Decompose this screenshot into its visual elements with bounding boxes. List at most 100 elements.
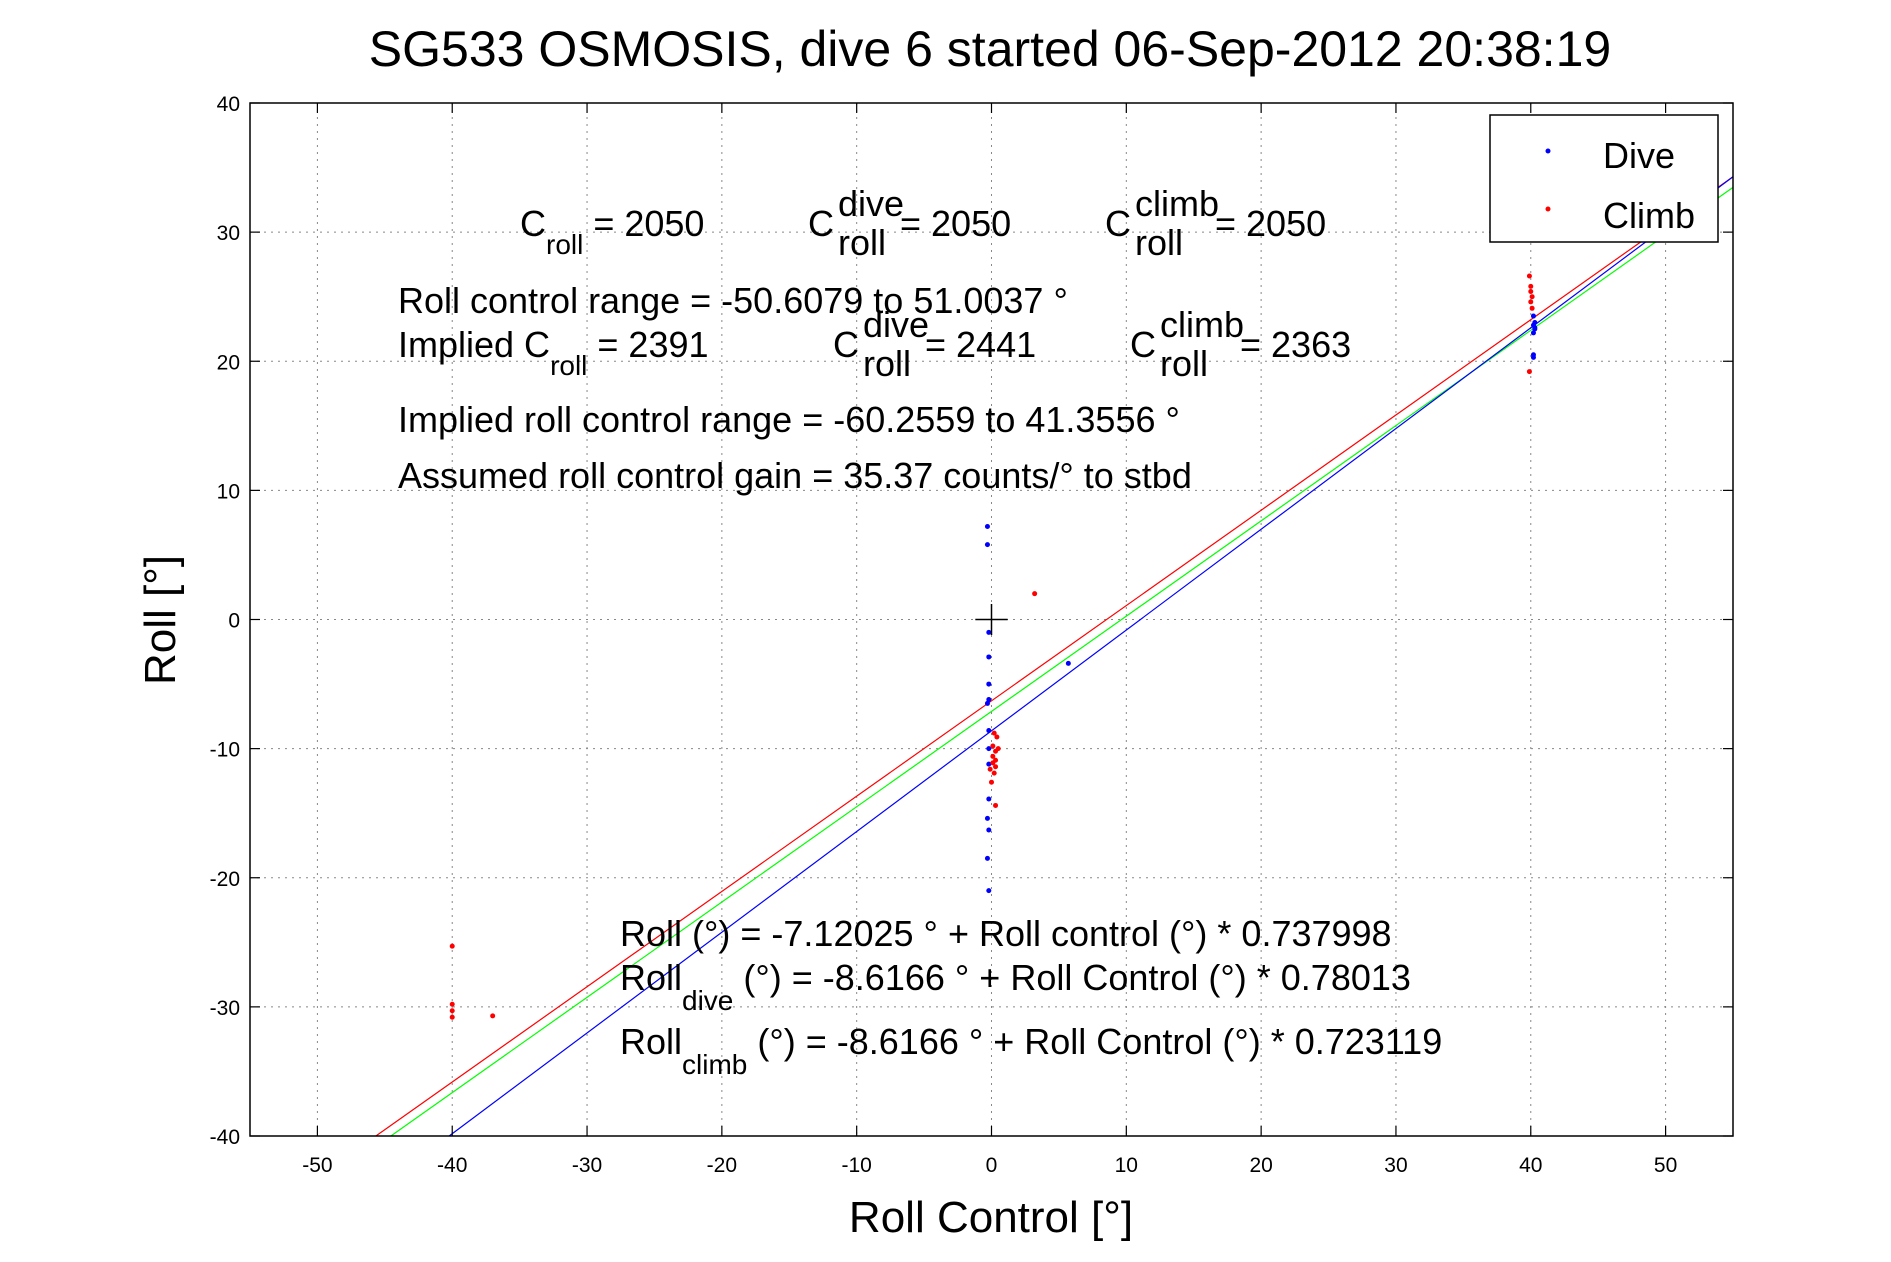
dive-point [986, 796, 992, 802]
x-axis-label: Roll Control [°] [849, 1193, 1133, 1242]
climb-point [989, 779, 994, 785]
dive-point [984, 700, 990, 706]
implied-dive-sup: dive [863, 304, 929, 345]
svg-text:roll: roll [1160, 343, 1208, 384]
fit-climb-rest: (°) = -8.6166 ° + Roll Control (°) * 0.7… [747, 1021, 1442, 1062]
x-tick-label: 0 [986, 1154, 998, 1177]
gain-text: Assumed roll control gain = 35.37 counts… [398, 455, 1192, 496]
y-tick-label: 10 [217, 480, 240, 503]
climb-point [994, 734, 1000, 740]
svg-text:climb: climb [1135, 183, 1219, 224]
implied-climb-value: = 2363 [1240, 324, 1351, 365]
fit-climb-base: Roll [620, 1021, 682, 1062]
implied-dive-base: C [833, 324, 859, 365]
annotation-implied-c-roll: Implied Croll = 2391 [398, 324, 709, 381]
x-tick-label: 40 [1519, 1154, 1542, 1177]
climb-point [449, 1008, 455, 1014]
y-tick-label: 20 [217, 351, 240, 374]
svg-text:Rolldive (°) = -8.6166 ° + Rol: Rolldive (°) = -8.6166 ° + Roll Control … [620, 957, 1411, 1016]
dive-point [986, 761, 992, 767]
annotation-c-roll: Croll = 2050 [520, 203, 704, 260]
roll-range-text: Roll control range = -50.6079 to 51.0037… [398, 280, 1068, 321]
climb-point [990, 743, 996, 749]
climb-point [1529, 294, 1535, 300]
fit-line [390, 186, 1734, 1137]
c-dive-sub: roll [838, 222, 886, 263]
climb-point [991, 730, 997, 736]
climb-point [993, 802, 999, 808]
implied-label: Implied C [398, 324, 550, 365]
legend-dive-marker [1545, 148, 1551, 154]
svg-text:Rollclimb (°) = -8.6166 ° + Ro: Rollclimb (°) = -8.6166 ° + Roll Control… [620, 1021, 1442, 1080]
dive-point [986, 728, 992, 734]
climb-point [1528, 299, 1534, 305]
legend-climb-label: Climb [1603, 195, 1695, 236]
dive-point [984, 815, 990, 821]
svg-text:= 2050: = 2050 [900, 203, 1011, 244]
implied-sub: roll [550, 350, 587, 381]
dive-point [986, 746, 992, 752]
implied-value: = 2391 [587, 324, 708, 365]
climb-point [987, 766, 993, 772]
svg-text:C: C [1105, 203, 1131, 244]
c-dive-sup: dive [838, 183, 904, 224]
svg-text:dive: dive [863, 304, 929, 345]
climb-point [995, 746, 1001, 752]
dive-point [984, 855, 990, 861]
climb-point [449, 1001, 455, 1007]
dive-point [986, 629, 992, 635]
x-tick-label: 20 [1249, 1154, 1272, 1177]
c-roll-value: = 2050 [583, 203, 704, 244]
c-roll-sub: roll [546, 229, 583, 260]
c-climb-sub: roll [1135, 222, 1183, 263]
fit-climb-equation: Rollclimb (°) = -8.6166 ° + Roll Control… [620, 1021, 1442, 1080]
c-climb-sup: climb [1135, 183, 1219, 224]
x-tick-label: -30 [572, 1154, 602, 1177]
fit-dive-equation: Rolldive (°) = -8.6166 ° + Roll Control … [620, 957, 1411, 1016]
x-tick-label: -10 [842, 1154, 872, 1177]
dive-point [986, 827, 992, 833]
svg-text:= 2363: = 2363 [1240, 324, 1351, 365]
x-tick-label: -50 [302, 1154, 332, 1177]
fit-line [448, 176, 1734, 1137]
annotation-c-dive: C dive roll = 2050 [808, 183, 1011, 263]
dive-point [1530, 313, 1536, 319]
implied-climb-sub: roll [1160, 343, 1208, 384]
y-tick-label: -40 [210, 1126, 240, 1149]
svg-text:roll: roll [863, 343, 911, 384]
climb-point [990, 760, 996, 766]
implied-climb-base: C [1130, 324, 1156, 365]
dive-point [986, 681, 992, 687]
c-climb-base: C [1105, 203, 1131, 244]
dive-point [1530, 352, 1536, 358]
y-tick-label: 40 [217, 93, 240, 116]
dive-point [986, 888, 992, 894]
c-roll-base: C [520, 203, 546, 244]
svg-text:C: C [1130, 324, 1156, 365]
annotation-implied-c-dive: C dive roll = 2441 [833, 304, 1036, 384]
legend: Dive Climb [1489, 114, 1719, 243]
x-tick-label: -40 [437, 1154, 467, 1177]
dive-point [986, 654, 992, 660]
climb-point [1528, 289, 1534, 295]
annotation-c-climb: C climb roll = 2050 [1105, 183, 1326, 263]
data-points [449, 273, 1538, 1020]
x-tick-label: 50 [1654, 1154, 1677, 1177]
y-tick-label: 30 [217, 222, 240, 245]
y-tick-label: -30 [210, 997, 240, 1020]
c-climb-value: = 2050 [1215, 203, 1326, 244]
svg-text:roll: roll [838, 222, 886, 263]
c-dive-base: C [808, 203, 834, 244]
axis-ticks: -50 -40 -30 -20 -10 0 10 20 30 40 50 -40 -30 -20 -10 0 1… [210, 93, 1733, 1177]
climb-point [1032, 591, 1038, 597]
climb-point [490, 1013, 496, 1019]
y-tick-label: -20 [210, 868, 240, 891]
fit-dive-rest: (°) = -8.6166 ° + Roll Control (°) * 0.7… [733, 957, 1411, 998]
dive-point [1532, 325, 1538, 331]
implied-climb-sup: climb [1160, 304, 1244, 345]
implied-dive-sub: roll [863, 343, 911, 384]
svg-text:climb: climb [1160, 304, 1244, 345]
svg-text:Implied Croll = 2391: Implied Croll = 2391 [398, 324, 709, 381]
dive-point [986, 697, 992, 703]
